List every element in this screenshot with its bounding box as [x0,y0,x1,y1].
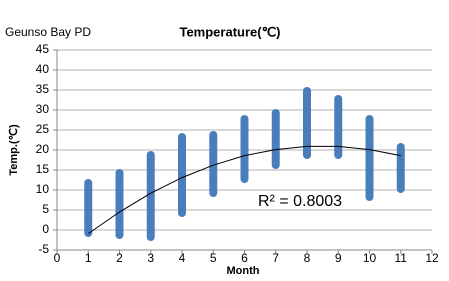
x-tick-label: 6 [241,251,248,265]
x-axis-label: Month [227,265,260,277]
data-range [178,133,186,217]
data-range [146,151,155,241]
x-tick-label: 2 [116,251,123,265]
data-range [115,169,124,239]
x-tick-label: 10 [363,251,377,265]
data-range [334,95,343,159]
chart-subtitle: Geunso Bay PD [5,25,91,39]
y-axis-label: Temp.(℃) [8,124,20,176]
y-tick-label: 35 [36,82,50,96]
x-tick-label: 5 [210,251,217,265]
x-tick-label: 9 [335,251,342,265]
y-tick-label: 15 [36,162,50,176]
y-tick-label: 45 [36,42,50,56]
y-tick-label: 5 [42,202,49,216]
y-tick-label: 0 [42,222,49,236]
data-range [271,109,280,169]
x-tick-label: 8 [304,251,311,265]
y-tick-label: 40 [36,62,50,76]
data-range [396,143,405,193]
y-tick-label: 25 [36,122,50,136]
data-range [209,131,218,197]
x-tick-label: 4 [179,251,186,265]
data-range [84,179,93,237]
x-tick-label: 12 [425,251,439,265]
y-tick-label: -5 [38,242,49,256]
x-tick-label: 0 [54,251,61,265]
chart-title: Temperature(℃) [179,24,280,39]
y-tick-label: 30 [36,102,50,116]
x-tick-label: 1 [85,251,92,265]
x-tick-label: 3 [147,251,154,265]
y-tick-label: 10 [36,182,50,196]
data-range [303,87,311,159]
annotation: R² = 0.8003 [258,193,342,210]
data-range [240,115,249,183]
x-tick-label: 7 [272,251,279,265]
y-tick-label: 20 [36,142,50,156]
x-tick-label: 11 [395,251,408,265]
trendline [87,145,401,235]
data-range [365,115,374,201]
